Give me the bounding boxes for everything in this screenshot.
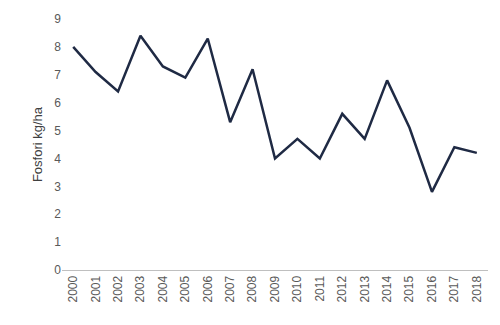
svg-text:2012: 2012	[335, 275, 349, 302]
svg-text:2002: 2002	[111, 275, 125, 302]
svg-text:2006: 2006	[201, 275, 215, 302]
svg-text:2000: 2000	[66, 275, 80, 302]
svg-text:2016: 2016	[425, 275, 439, 302]
svg-text:8: 8	[54, 40, 61, 54]
svg-text:6: 6	[54, 96, 61, 110]
svg-text:2009: 2009	[268, 275, 282, 302]
svg-text:9: 9	[54, 12, 61, 26]
svg-text:2013: 2013	[358, 275, 372, 302]
svg-text:0: 0	[54, 263, 61, 277]
svg-text:3: 3	[54, 180, 61, 194]
svg-text:2: 2	[54, 207, 61, 221]
svg-text:2008: 2008	[245, 275, 259, 302]
svg-text:2005: 2005	[178, 275, 192, 302]
svg-text:2004: 2004	[156, 275, 170, 302]
svg-text:2010: 2010	[290, 275, 304, 302]
svg-text:2007: 2007	[223, 275, 237, 302]
svg-text:2011: 2011	[313, 275, 327, 301]
svg-text:5: 5	[54, 124, 61, 138]
svg-text:2014: 2014	[380, 275, 394, 302]
svg-text:2001: 2001	[89, 275, 103, 302]
svg-text:7: 7	[54, 68, 61, 82]
svg-text:1: 1	[54, 235, 61, 249]
svg-text:Fosfori kg/ha: Fosfori kg/ha	[30, 106, 45, 182]
svg-text:2017: 2017	[447, 275, 461, 302]
svg-text:2003: 2003	[133, 275, 147, 302]
svg-text:2018: 2018	[470, 275, 484, 302]
svg-text:4: 4	[54, 152, 61, 166]
svg-text:2015: 2015	[402, 275, 416, 302]
